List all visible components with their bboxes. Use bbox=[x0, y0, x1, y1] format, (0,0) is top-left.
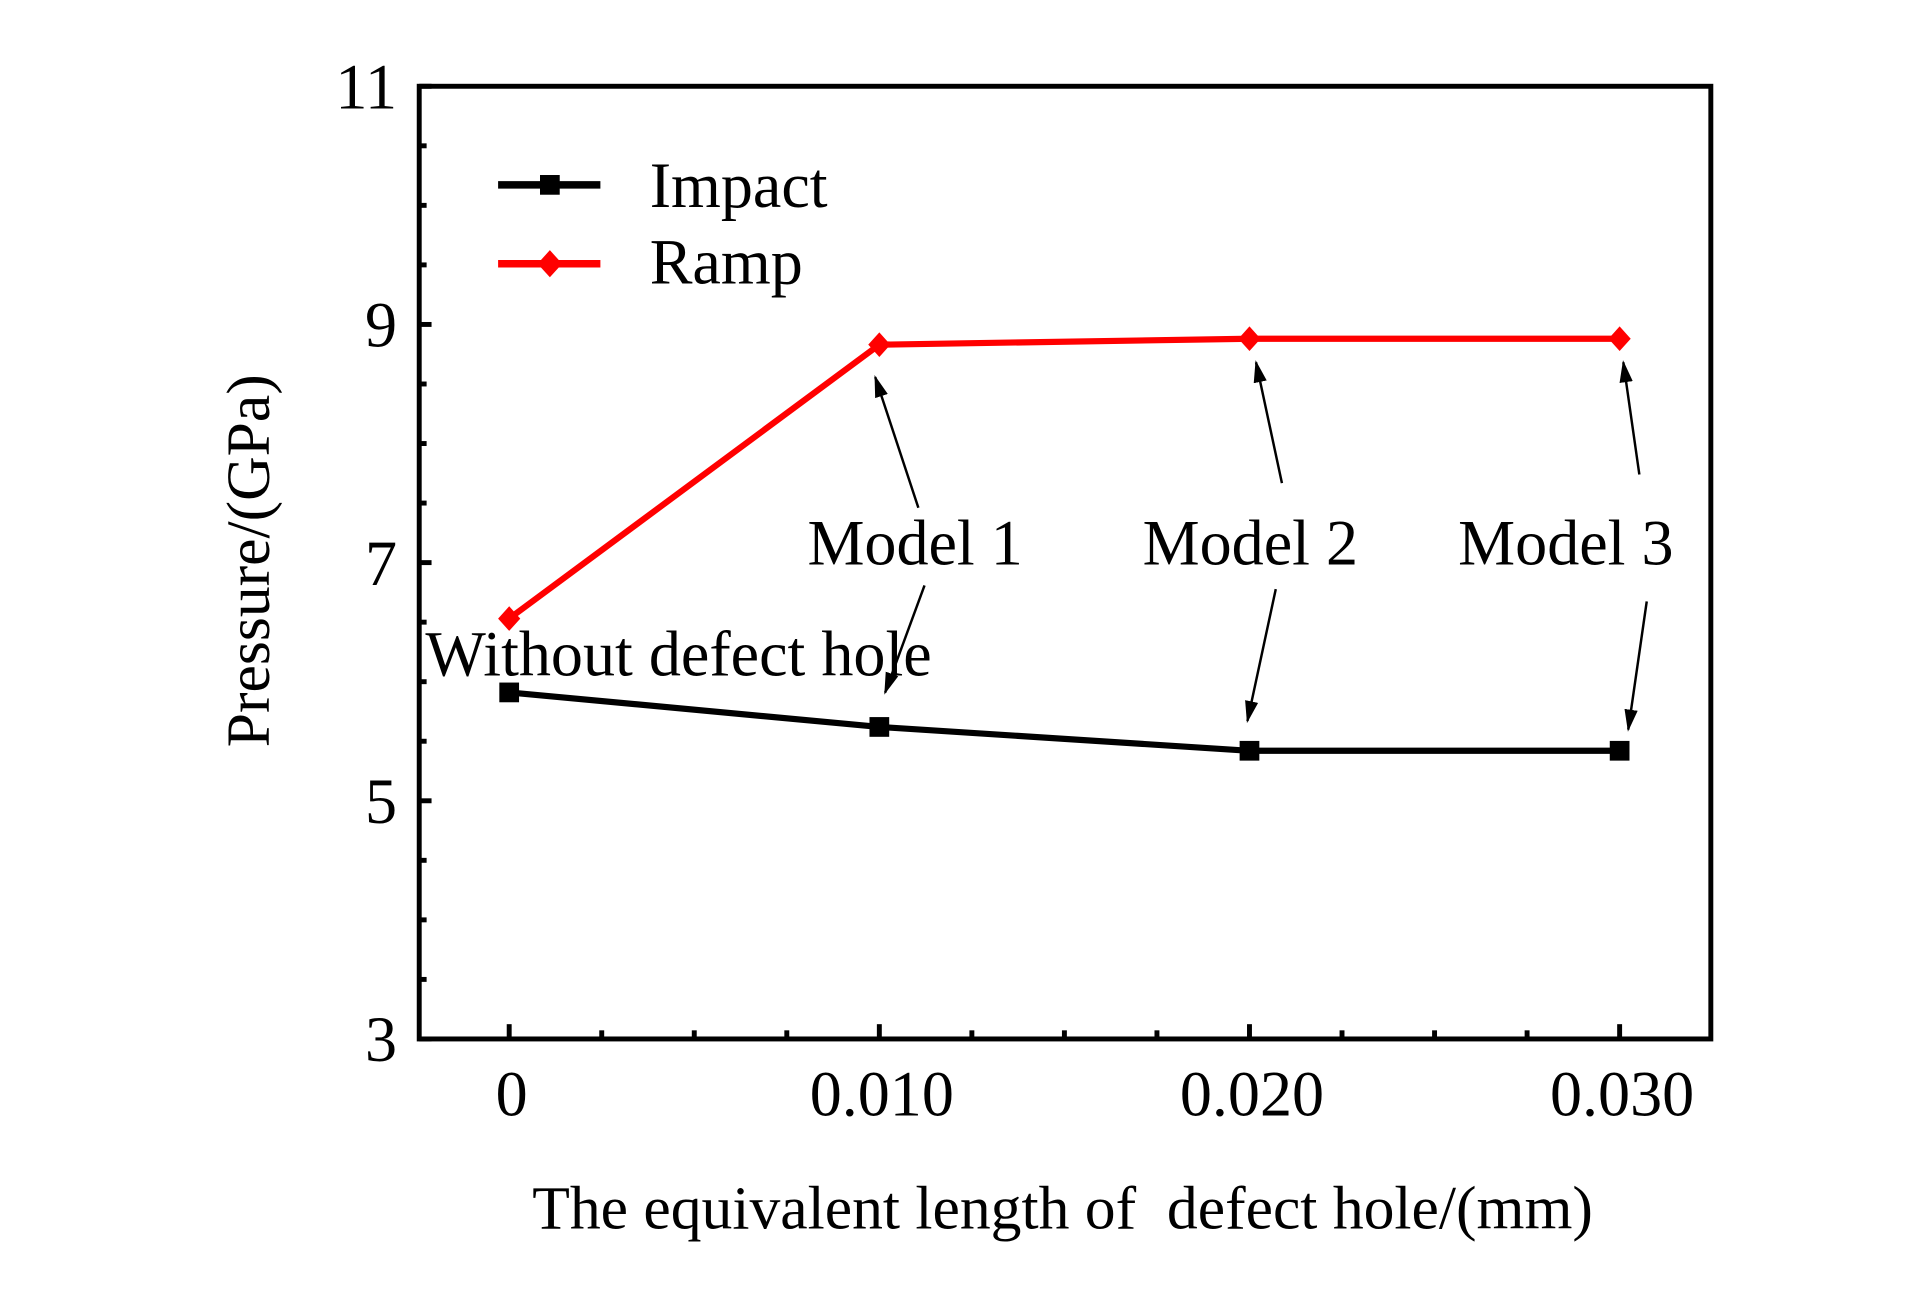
y-axis-label: Pressure/(GPa) bbox=[215, 374, 283, 747]
arrow-model-1-up bbox=[874, 375, 920, 509]
annotation-model-1: Model 1 bbox=[807, 507, 1022, 578]
legend-label: Impact bbox=[650, 150, 828, 221]
annotation-model-2: Model 2 bbox=[1143, 507, 1358, 578]
legend-marker-diamond bbox=[537, 250, 563, 278]
data-point-impact bbox=[869, 717, 890, 737]
plot-frame bbox=[416, 83, 1714, 1042]
legend-marker-square bbox=[540, 175, 560, 195]
arrow-model-3-up bbox=[1619, 360, 1641, 475]
x-tick-label: 0.010 bbox=[810, 1058, 954, 1129]
data-point-ramp bbox=[1238, 326, 1261, 352]
arrow-model-1-down bbox=[883, 584, 926, 695]
legend-label: Ramp bbox=[650, 226, 803, 297]
y-tick-label: 5 bbox=[365, 766, 397, 837]
y-tick-label: 9 bbox=[365, 290, 397, 361]
annotation-model-3: Model 3 bbox=[1458, 507, 1673, 578]
x-tick-label: 0.030 bbox=[1550, 1058, 1694, 1129]
legend-item-ramp: Ramp bbox=[498, 226, 803, 297]
x-tick-label: 0.020 bbox=[1180, 1058, 1324, 1129]
annotations: Without defect hole Model 1 Model 2 Mode… bbox=[425, 360, 1674, 732]
data-point-ramp bbox=[498, 606, 521, 631]
x-axis-label: The equivalent length of defect hole/(mm… bbox=[532, 1175, 1593, 1243]
arrow-model-2-up bbox=[1253, 360, 1284, 484]
data-point-impact bbox=[1609, 740, 1630, 761]
data-point-impact bbox=[499, 682, 520, 703]
series-line-impact bbox=[508, 689, 1620, 754]
y-tick-label: 7 bbox=[365, 528, 397, 599]
annotation-without-defect-hole: Without defect hole bbox=[425, 618, 931, 689]
arrow-model-3-down bbox=[1624, 601, 1648, 732]
x-tick-label: 0 bbox=[496, 1058, 528, 1129]
data-point-impact bbox=[1239, 740, 1260, 761]
data-point-ramp bbox=[1608, 326, 1631, 352]
y-tick-label: 11 bbox=[335, 51, 397, 122]
legend: Impact Ramp bbox=[498, 150, 828, 297]
legend-item-impact: Impact bbox=[498, 150, 828, 221]
arrow-model-2-down bbox=[1245, 588, 1277, 724]
y-tick-label: 3 bbox=[365, 1004, 397, 1075]
series-line-ramp bbox=[507, 335, 1620, 622]
